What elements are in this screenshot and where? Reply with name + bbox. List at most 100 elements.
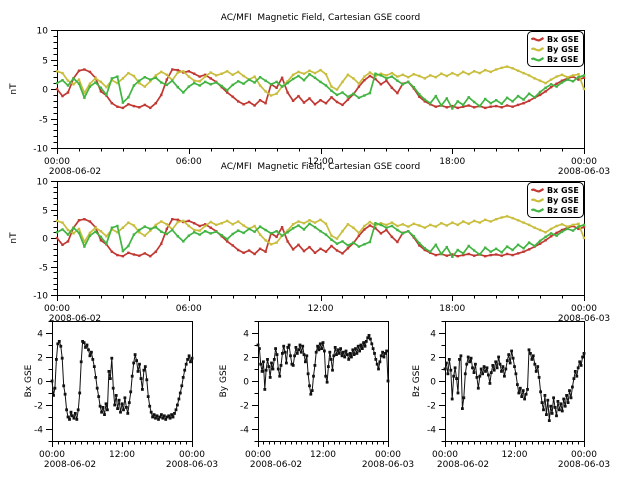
x-tick-label: 12:00 xyxy=(109,450,135,460)
series-markers-by xyxy=(55,65,586,97)
legend-entry-bz: Bz GSE xyxy=(531,205,579,215)
y-tick-label: -4 xyxy=(240,426,249,436)
panel1-ylabel: nT xyxy=(9,83,19,95)
y-tick-label: -4 xyxy=(34,426,43,436)
panel-axes xyxy=(439,321,585,447)
y-tick-label: -10 xyxy=(33,292,48,302)
x-date-end-label: 2008-06-03 xyxy=(558,314,610,324)
y-tick-label: -10 xyxy=(33,145,48,155)
x-tick-label: 18:00 xyxy=(439,304,465,314)
x-tick-label: 00:00 xyxy=(375,450,401,460)
legend-panel2: Bx GSE By GSE Bz GSE xyxy=(527,182,584,218)
panel2-ylabel: nT xyxy=(9,232,19,244)
legend-entry-bx: Bx GSE xyxy=(531,185,579,195)
series-markers-bx xyxy=(55,68,586,110)
legend-label-by: By GSE xyxy=(547,195,579,205)
series-markers-by xyxy=(256,334,390,396)
x-tick-label: 00:00 xyxy=(44,304,70,314)
x-tick-label: 00:00 xyxy=(571,450,597,460)
bz-line-sample-icon xyxy=(531,207,544,213)
panel2-title: AC/MFI Magnetic Field, Cartesian GSE coo… xyxy=(220,162,421,172)
x-tick-label: 00:00 xyxy=(39,450,65,460)
by-panel-ylabel: By GSE xyxy=(219,364,229,398)
x-tick-label: 00:00 xyxy=(432,450,458,460)
legend-label-by: By GSE xyxy=(547,44,579,54)
y-tick-label: -5 xyxy=(39,116,48,126)
x-date-start-label: 2008-06-02 xyxy=(44,460,96,470)
panel-axes xyxy=(252,321,389,447)
series-line-bx xyxy=(56,68,585,109)
legend-entry-by: By GSE xyxy=(531,195,579,205)
bz-line-sample-icon xyxy=(531,56,544,62)
y-tick-label: 0 xyxy=(37,378,43,388)
series-markers-bz xyxy=(55,222,586,258)
x-tick-label: 06:00 xyxy=(176,304,202,314)
x-date-start-label: 2008-06-02 xyxy=(250,460,302,470)
x-tick-label: 00:00 xyxy=(571,157,597,167)
y-tick-label: 2 xyxy=(243,354,249,364)
y-tick-label: 2 xyxy=(37,354,43,364)
series-line-bx xyxy=(51,340,193,420)
x-tick-label: 00:00 xyxy=(571,304,597,314)
y-tick-label: -5 xyxy=(39,264,48,274)
y-tick-label: 0 xyxy=(243,378,249,388)
x-tick-label: 06:00 xyxy=(176,157,202,167)
series-line-by xyxy=(257,334,389,395)
y-tick-label: -4 xyxy=(427,426,436,436)
y-tick-label: -2 xyxy=(427,402,436,412)
x-date-start-label: 2008-06-02 xyxy=(49,314,101,324)
series-markers-by xyxy=(55,215,586,246)
panel-frame xyxy=(445,321,585,442)
series-markers-bx xyxy=(50,340,194,421)
x-tick-label: 00:00 xyxy=(179,450,205,460)
y-tick-label: 0 xyxy=(42,86,48,96)
legend-label-bz: Bz GSE xyxy=(547,205,579,215)
x-date-end-label: 2008-06-03 xyxy=(166,460,218,470)
series-markers-bz xyxy=(443,348,586,422)
x-tick-label: 00:00 xyxy=(245,450,271,460)
by-line-sample-icon xyxy=(531,197,544,203)
y-tick-label: 0 xyxy=(430,378,436,388)
y-tick-label: 4 xyxy=(243,330,249,340)
legend-entry-bx: Bx GSE xyxy=(531,34,579,44)
legend-label-bz: Bz GSE xyxy=(547,54,579,64)
x-tick-label: 00:00 xyxy=(44,157,70,167)
x-tick-label: 12:00 xyxy=(310,450,336,460)
x-date-end-label: 2008-06-03 xyxy=(558,167,610,177)
y-tick-label: 0 xyxy=(42,235,48,245)
panel-frame xyxy=(57,181,585,296)
bx-line-sample-icon xyxy=(531,187,544,193)
y-tick-label: 4 xyxy=(430,330,436,340)
y-tick-label: -2 xyxy=(34,402,43,412)
series-markers-bx xyxy=(55,218,586,258)
panel1-title: AC/MFI Magnetic Field, Cartesian GSE coo… xyxy=(220,13,421,23)
panel-axes xyxy=(46,321,193,447)
legend-entry-bz: Bz GSE xyxy=(531,54,579,64)
legend-panel1: Bx GSE By GSE Bz GSE xyxy=(527,31,584,67)
bz-panel-ylabel: Bz GSE xyxy=(412,364,422,398)
by-line-sample-icon xyxy=(531,46,544,52)
bx-line-sample-icon xyxy=(531,36,544,42)
panel-frame xyxy=(52,321,193,442)
x-tick-label: 18:00 xyxy=(439,157,465,167)
y-tick-label: -2 xyxy=(240,402,249,412)
y-tick-label: 10 xyxy=(37,178,49,188)
series-markers-bz xyxy=(55,72,586,110)
panel-frame xyxy=(57,30,585,149)
x-tick-label: 12:00 xyxy=(308,304,334,314)
x-tick-label: 12:00 xyxy=(308,157,334,167)
y-tick-label: 4 xyxy=(37,330,43,340)
bx-panel-ylabel: Bx GSE xyxy=(24,364,34,398)
legend-entry-by: By GSE xyxy=(531,44,579,54)
y-tick-label: 5 xyxy=(42,57,48,67)
legend-label-bx: Bx GSE xyxy=(547,34,579,44)
x-date-start-label: 2008-06-02 xyxy=(437,460,489,470)
x-date-end-label: 2008-06-03 xyxy=(558,460,610,470)
y-tick-label: 5 xyxy=(42,207,48,217)
